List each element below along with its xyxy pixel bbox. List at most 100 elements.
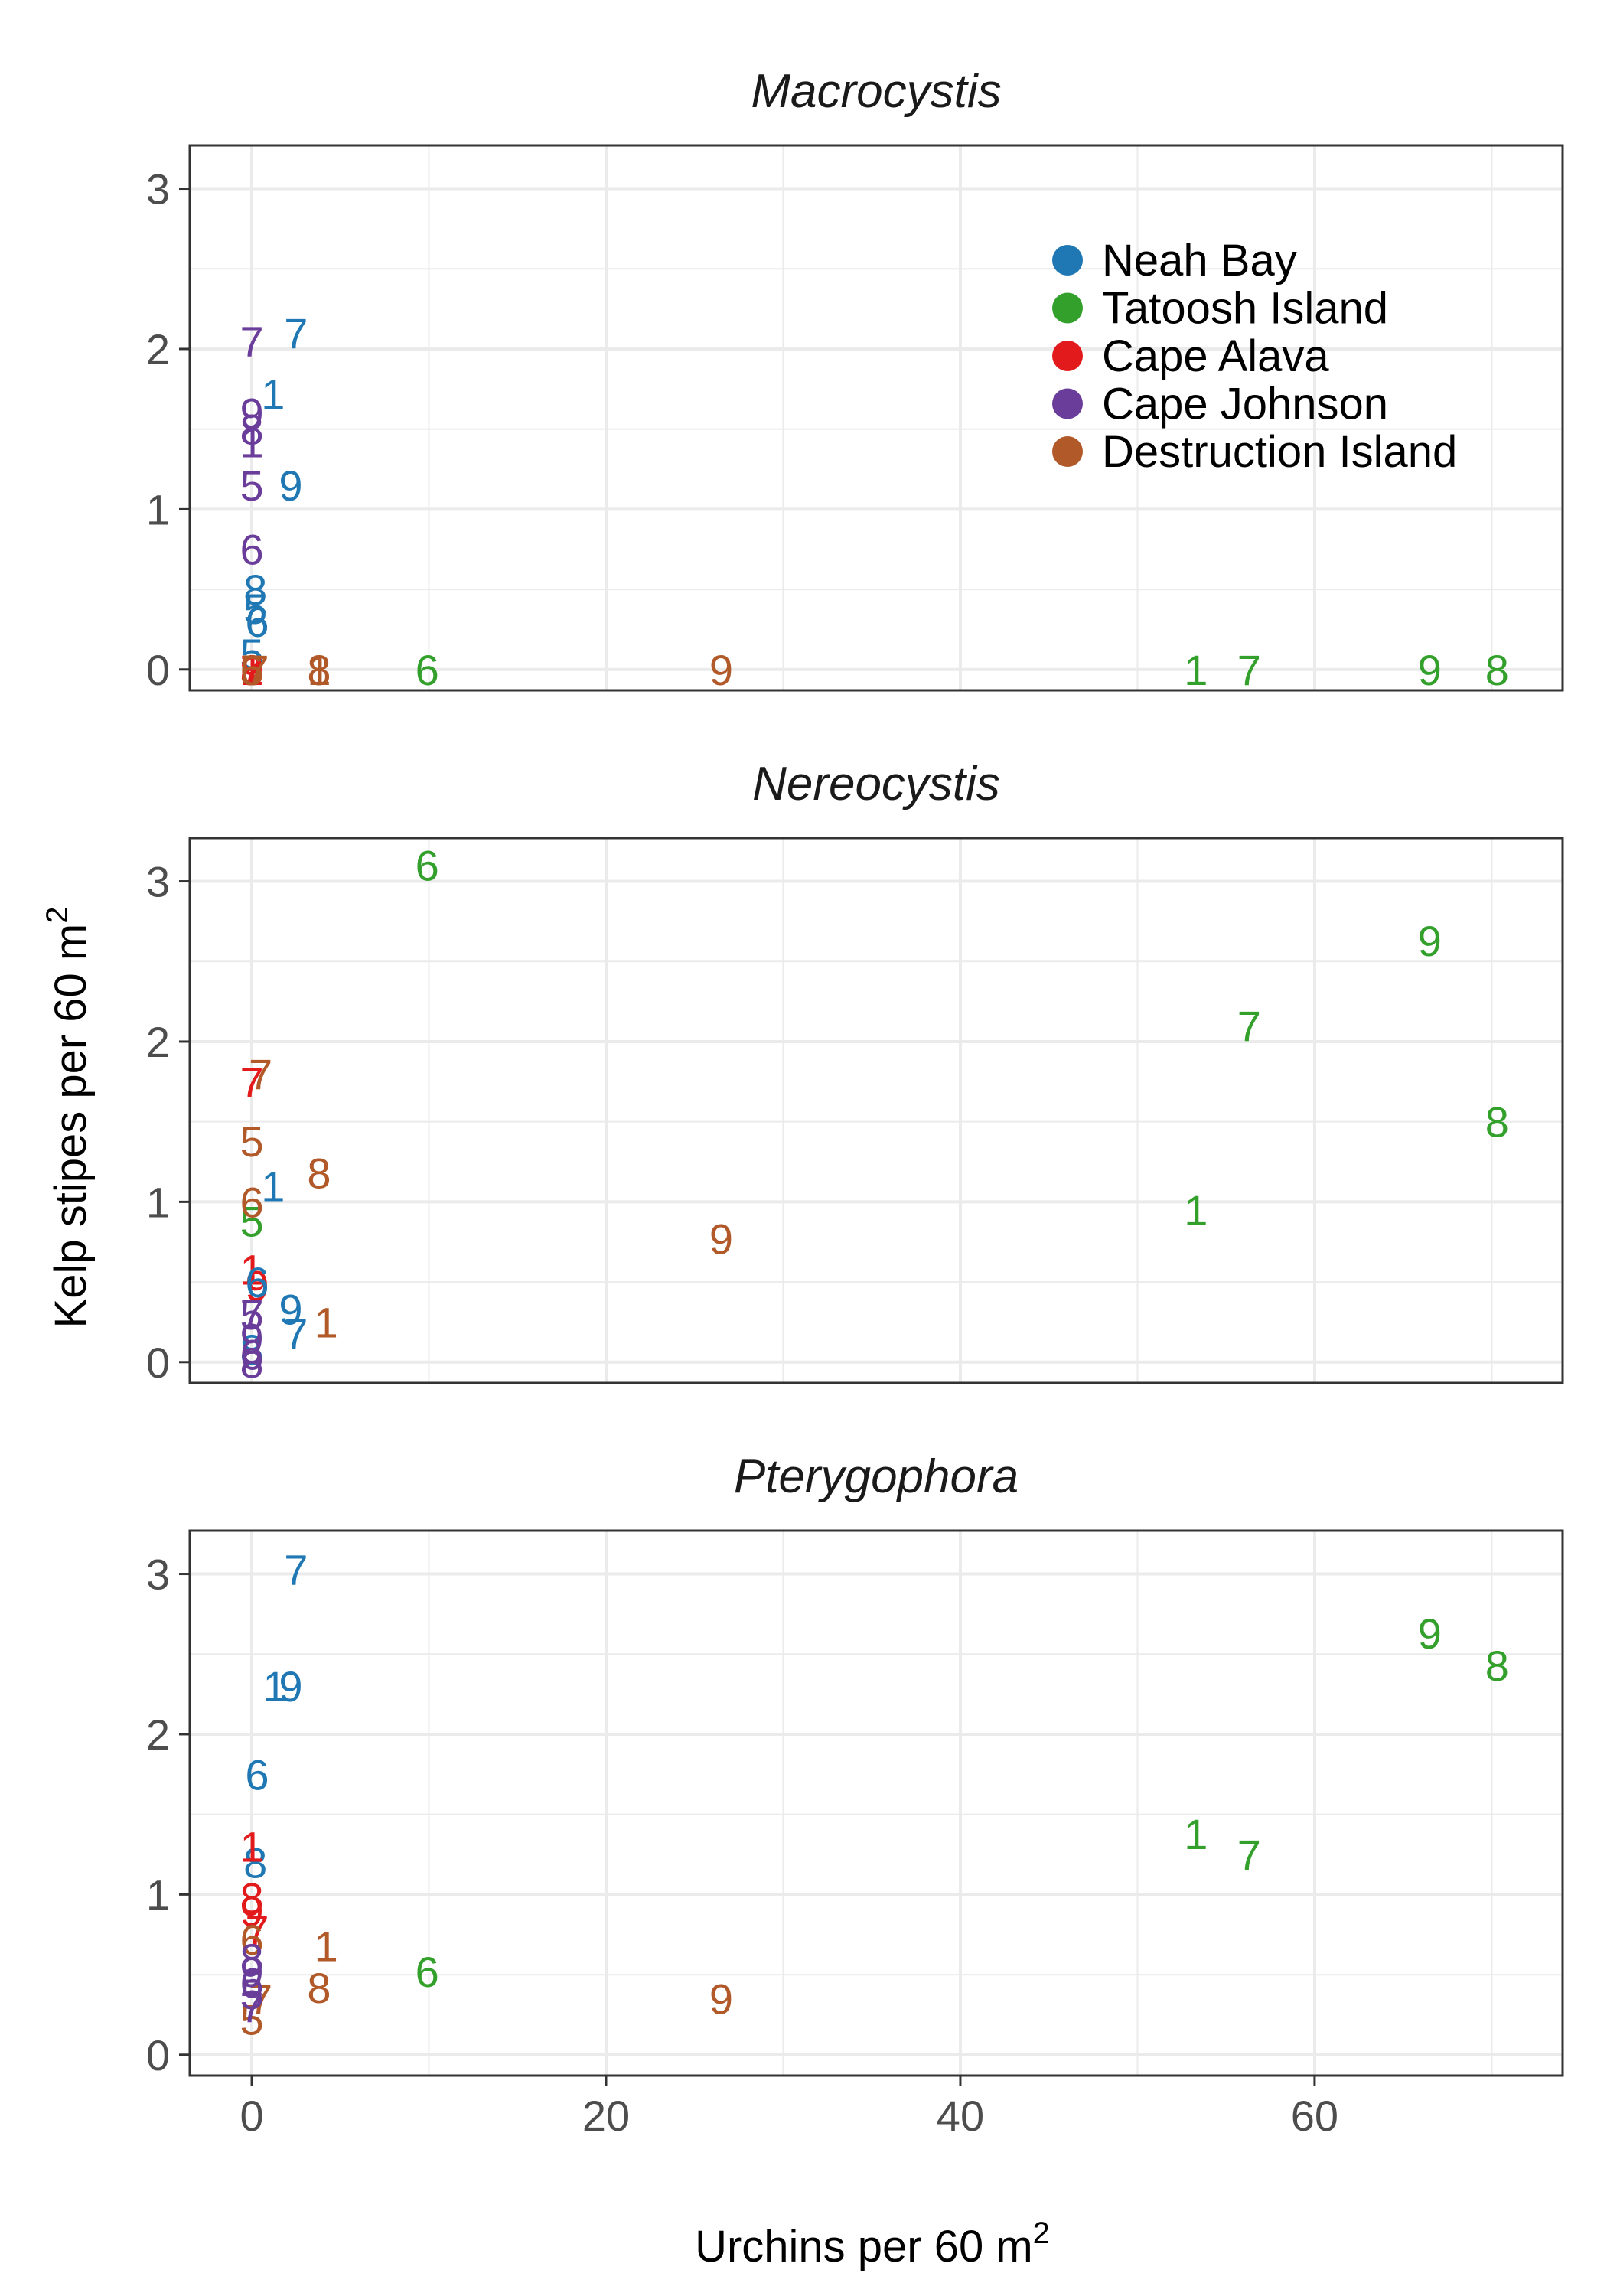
panel-border bbox=[188, 144, 1564, 692]
data-point: 7 bbox=[240, 1983, 263, 2031]
data-point: 1 bbox=[240, 1245, 263, 1293]
legend-item: Cape Johnson bbox=[1052, 380, 1388, 429]
data-point: 1 bbox=[261, 370, 285, 419]
data-point: 7 bbox=[249, 1050, 272, 1098]
data-point: 7 bbox=[240, 1058, 263, 1106]
data-point: 6 bbox=[240, 1916, 263, 1964]
y-tick-label: 3 bbox=[146, 1551, 170, 1599]
legend-label: Cape Johnson bbox=[1102, 380, 1388, 429]
data-point: 8 bbox=[307, 646, 331, 694]
data-point: 7 bbox=[240, 317, 263, 365]
data-point: 8 bbox=[240, 646, 263, 694]
data-point: 7 bbox=[1237, 1831, 1261, 1879]
legend-key bbox=[1052, 436, 1083, 467]
data-point: 9 bbox=[240, 646, 263, 694]
y-tick-label: 1 bbox=[146, 1178, 170, 1226]
data-point: 9 bbox=[1418, 1609, 1442, 1658]
legend-label: Destruction Island bbox=[1102, 427, 1457, 477]
data-point: 5 bbox=[243, 585, 267, 633]
data-point: 9 bbox=[709, 646, 733, 694]
data-point: 5 bbox=[240, 1197, 263, 1245]
panel-background bbox=[190, 838, 1563, 1383]
legend-label: Neah Bay bbox=[1102, 236, 1297, 285]
panel-title: Macrocystis bbox=[751, 65, 1001, 118]
data-point: 6 bbox=[416, 646, 439, 694]
legend-item: Destruction Island bbox=[1052, 427, 1457, 477]
data-point: 8 bbox=[240, 1874, 263, 1923]
data-point: 6 bbox=[416, 1948, 439, 1996]
data-point: 9 bbox=[279, 1662, 302, 1711]
panel-title: Nereocystis bbox=[752, 758, 1000, 810]
data-point: 7 bbox=[245, 646, 269, 694]
y-tick-label: 3 bbox=[146, 165, 170, 214]
data-point: 8 bbox=[240, 406, 263, 454]
data-point: 1 bbox=[240, 1823, 263, 1871]
data-point: 6 bbox=[240, 646, 263, 694]
data-point: 5 bbox=[240, 646, 263, 694]
legend-item: Tatoosh Island bbox=[1052, 284, 1388, 334]
data-point: 9 bbox=[279, 1286, 302, 1334]
x-tick-label: 20 bbox=[582, 2092, 630, 2140]
data-point: 8 bbox=[1485, 1642, 1509, 1690]
data-point: 5 bbox=[240, 1996, 263, 2044]
data-point: 6 bbox=[240, 1178, 263, 1226]
data-point: 7 bbox=[284, 1309, 308, 1358]
legend-key bbox=[1052, 245, 1083, 276]
data-point: 6 bbox=[240, 1330, 263, 1378]
data-point: 1 bbox=[1184, 646, 1208, 694]
data-point: 5 bbox=[240, 630, 263, 678]
data-point: 8 bbox=[243, 566, 267, 614]
y-tick-label: 2 bbox=[146, 325, 170, 373]
data-point: 5 bbox=[240, 1970, 263, 2018]
y-tick-label: 0 bbox=[146, 2031, 170, 2079]
data-point: 1 bbox=[315, 1922, 338, 1970]
y-tick-label: 3 bbox=[146, 858, 170, 906]
data-point: 1 bbox=[240, 646, 263, 694]
data-point: 7 bbox=[1237, 646, 1261, 694]
data-point: 6 bbox=[240, 526, 263, 574]
data-point: 1 bbox=[1184, 1186, 1208, 1234]
y-tick-label: 0 bbox=[146, 646, 170, 694]
data-point: 5 bbox=[240, 646, 263, 694]
data-point: 7 bbox=[240, 646, 263, 694]
data-point: 9 bbox=[1418, 917, 1442, 965]
legend-key bbox=[1052, 388, 1083, 419]
data-point: 1 bbox=[1184, 1810, 1208, 1858]
y-axis-title: Kelp stipes per 60 m2 bbox=[41, 907, 96, 1329]
data-point: 7 bbox=[284, 1545, 308, 1593]
data-point: 5 bbox=[240, 1290, 263, 1339]
panel-background bbox=[190, 145, 1563, 690]
data-point: 9 bbox=[240, 390, 263, 438]
data-point: 8 bbox=[1485, 1098, 1509, 1146]
data-point: 9 bbox=[240, 1887, 263, 1935]
y-tick-label: 0 bbox=[146, 1339, 170, 1387]
data-point: 9 bbox=[279, 461, 302, 510]
data-point: 6 bbox=[245, 1258, 269, 1306]
y-tick-label: 2 bbox=[146, 1711, 170, 1759]
data-point: 7 bbox=[249, 1975, 272, 2023]
legend-label: Tatoosh Island bbox=[1102, 284, 1388, 334]
data-point: 9 bbox=[240, 1314, 263, 1362]
data-point: 8 bbox=[307, 1964, 331, 2012]
data-point: 9 bbox=[709, 1975, 733, 2023]
x-tick-label: 0 bbox=[240, 2092, 263, 2140]
data-point: 6 bbox=[240, 1959, 263, 2007]
data-point: 9 bbox=[1418, 646, 1442, 694]
legend-item: Cape Alava bbox=[1052, 331, 1329, 381]
x-axis-title: Urchins per 60 m2 bbox=[695, 2216, 1050, 2272]
data-point: 8 bbox=[307, 1150, 331, 1198]
y-tick-label: 2 bbox=[146, 1018, 170, 1066]
data-point: 6 bbox=[416, 842, 439, 890]
x-tick-label: 60 bbox=[1291, 2092, 1338, 2140]
data-point: 1 bbox=[315, 1298, 338, 1346]
data-point: 1 bbox=[263, 1662, 287, 1711]
data-point: 1 bbox=[307, 646, 331, 694]
x-tick-label: 40 bbox=[937, 2092, 984, 2140]
data-point: 8 bbox=[240, 1326, 263, 1374]
